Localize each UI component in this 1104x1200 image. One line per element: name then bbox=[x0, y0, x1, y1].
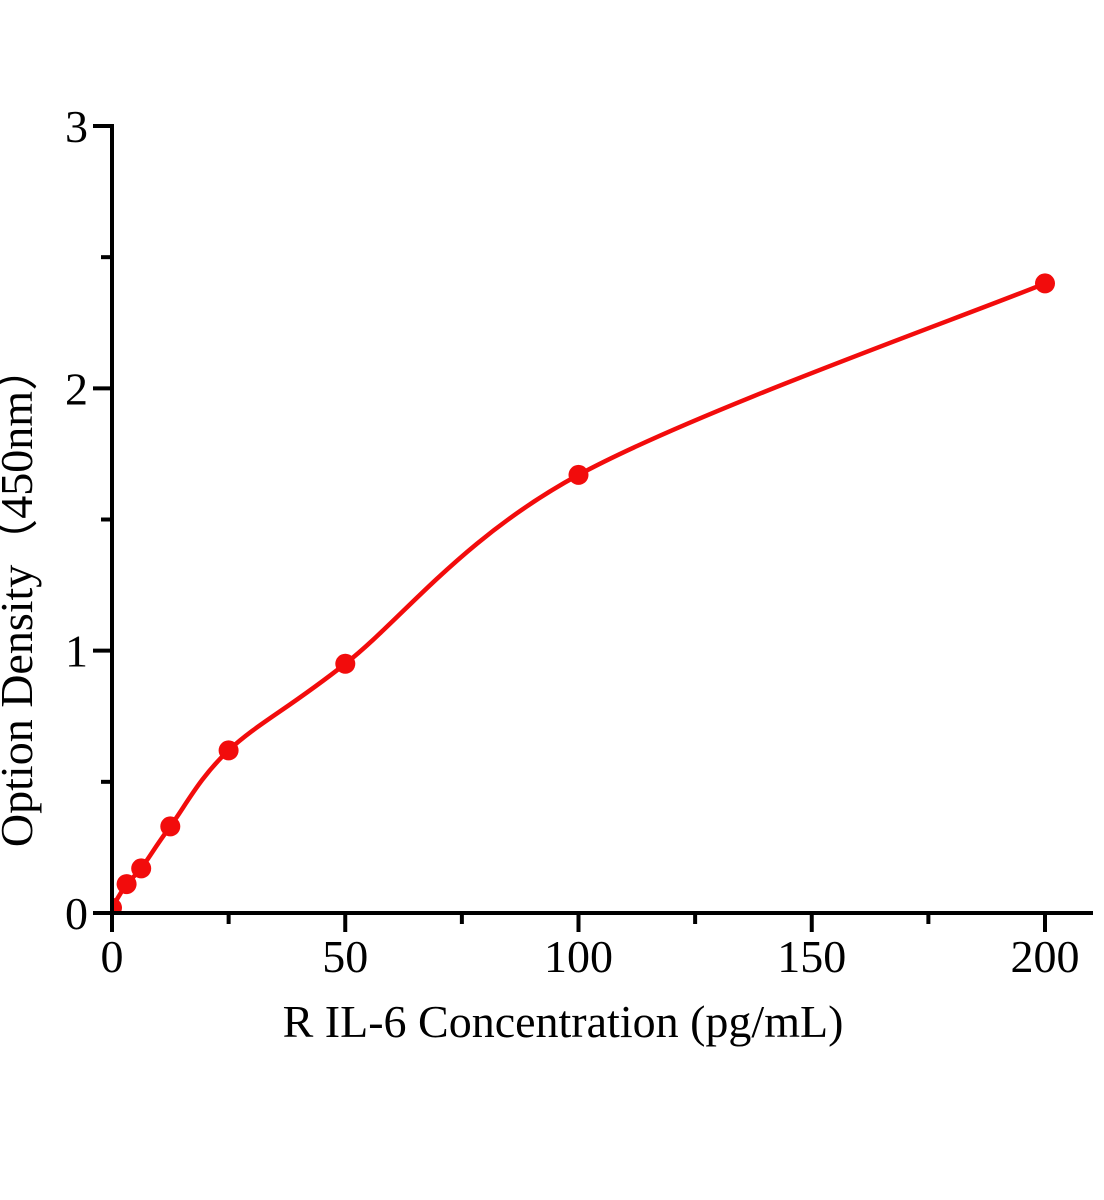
x-tick-label: 200 bbox=[1011, 931, 1080, 982]
x-tick-label: 50 bbox=[322, 931, 368, 982]
tick-marks bbox=[93, 124, 1047, 932]
data-point bbox=[335, 653, 356, 674]
data-point bbox=[568, 464, 589, 485]
data-point bbox=[112, 897, 122, 913]
y-tick-label: 2 bbox=[65, 363, 88, 414]
x-axis-title: R IL-6 Concentration (pg/mL) bbox=[283, 996, 844, 1047]
y-tick-label: 1 bbox=[65, 626, 88, 677]
data-point bbox=[160, 816, 181, 837]
data-point bbox=[131, 858, 152, 879]
data-points bbox=[112, 273, 1055, 913]
data-point bbox=[218, 740, 239, 761]
data-series bbox=[112, 273, 1055, 913]
x-tick-label: 150 bbox=[777, 931, 846, 982]
data-point bbox=[116, 874, 137, 895]
x-tick-label: 100 bbox=[544, 931, 613, 982]
y-tick-label: 3 bbox=[65, 101, 88, 152]
data-point bbox=[1035, 273, 1055, 294]
fit-curve-line bbox=[112, 281, 1048, 911]
axes: 0 50 100 150 200 0 1 2 3 bbox=[65, 101, 1093, 982]
y-tick-label: 0 bbox=[65, 888, 88, 939]
x-tick-label: 0 bbox=[101, 931, 124, 982]
tick-labels: 0 50 100 150 200 0 1 2 3 bbox=[65, 101, 1080, 982]
y-axis-title: Option Density（450nm） bbox=[0, 345, 42, 847]
